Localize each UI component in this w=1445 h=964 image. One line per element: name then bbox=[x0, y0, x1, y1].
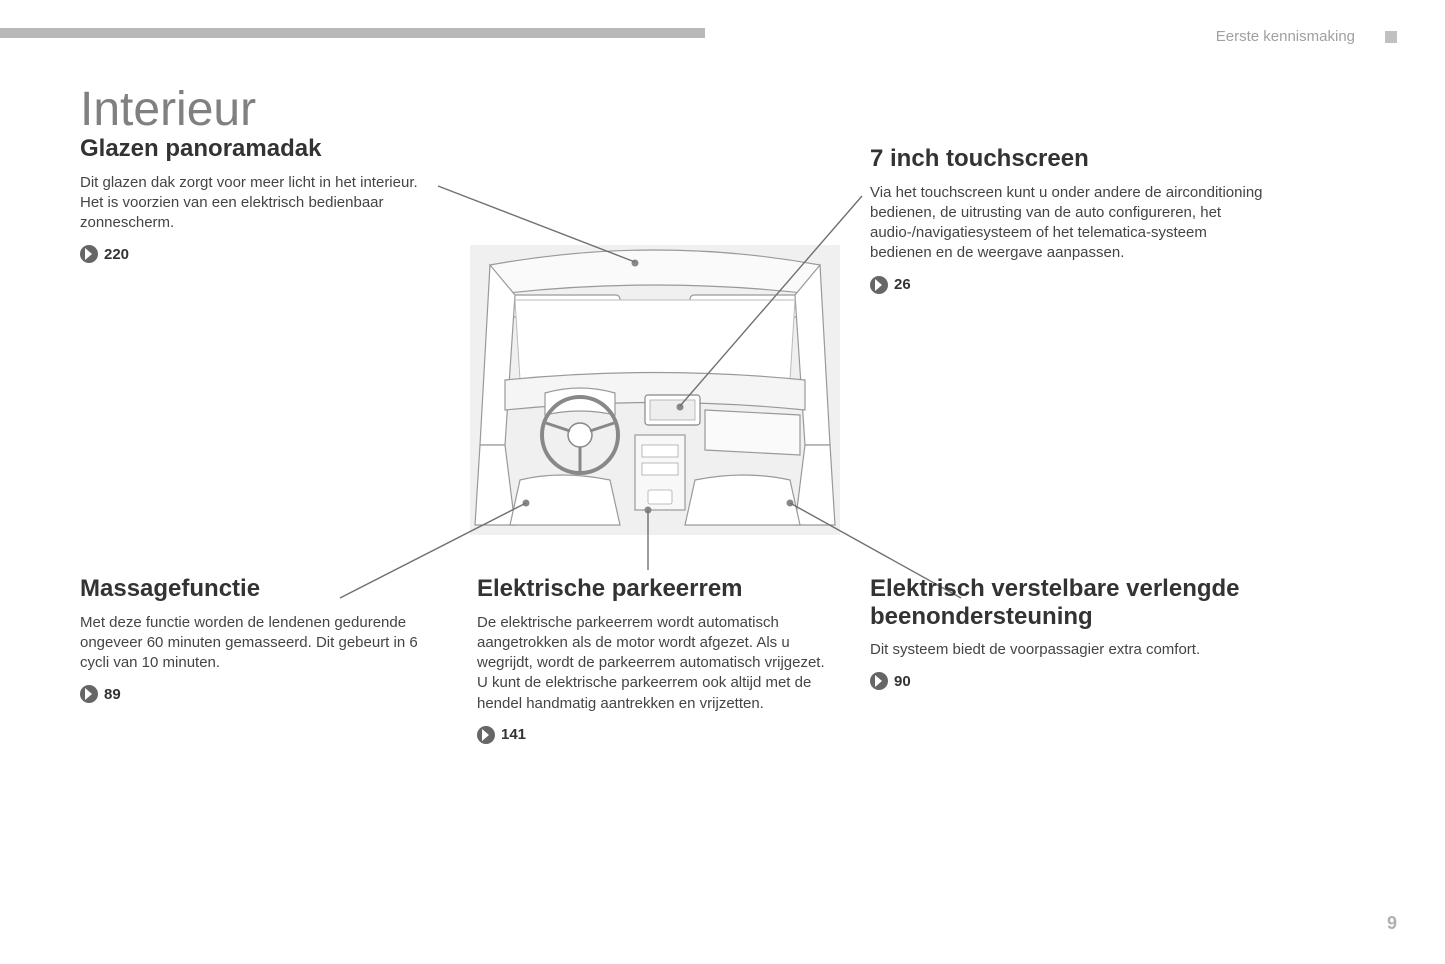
section-heading: Glazen panoramadak bbox=[80, 135, 430, 163]
section-heading: Elektrisch verstelbare verlengde beenond… bbox=[870, 575, 1270, 630]
section-heading: Elektrische parkeerrem bbox=[477, 575, 842, 603]
section-touchscreen: 7 inch touchscreen Via het touchscreen k… bbox=[870, 145, 1270, 294]
page-reference[interactable]: 89 bbox=[80, 685, 440, 703]
page-title: Interieur bbox=[80, 82, 256, 137]
page-reference[interactable]: 220 bbox=[80, 245, 430, 263]
page-ref-icon bbox=[870, 276, 888, 294]
dashboard-illustration bbox=[470, 245, 840, 535]
page-reference[interactable]: 141 bbox=[477, 726, 842, 744]
section-body: Dit systeem biedt de voorpassagier extra… bbox=[870, 640, 1270, 660]
page-number: 9 bbox=[1387, 913, 1397, 934]
section-body: Via het touchscreen kunt u onder andere … bbox=[870, 183, 1270, 264]
page-reference[interactable]: 26 bbox=[870, 276, 1270, 294]
section-body: Dit glazen dak zorgt voor meer licht in … bbox=[80, 173, 430, 234]
page-reference[interactable]: 90 bbox=[870, 672, 1270, 690]
section-massagefunctie: Massagefunctie Met deze functie worden d… bbox=[80, 575, 440, 703]
section-parkeerrem: Elektrische parkeerrem De elektrische pa… bbox=[477, 575, 842, 744]
section-beenondersteuning: Elektrisch verstelbare verlengde beenond… bbox=[870, 575, 1270, 690]
section-body: Met deze functie worden de lendenen gedu… bbox=[80, 613, 440, 674]
section-heading: Massagefunctie bbox=[80, 575, 440, 603]
page-ref-icon bbox=[870, 672, 888, 690]
section-panoramadak: Glazen panoramadak Dit glazen dak zorgt … bbox=[80, 135, 430, 263]
breadcrumb-text: Eerste kennismaking bbox=[1216, 28, 1355, 45]
header-square-icon bbox=[1385, 31, 1397, 43]
header-breadcrumb: Eerste kennismaking bbox=[1216, 28, 1397, 45]
page-ref-number: 26 bbox=[894, 276, 911, 293]
page-ref-number: 141 bbox=[501, 726, 526, 743]
page-ref-icon bbox=[80, 685, 98, 703]
section-heading: 7 inch touchscreen bbox=[870, 145, 1270, 173]
top-accent-bar bbox=[0, 28, 705, 38]
page-ref-icon bbox=[477, 726, 495, 744]
page-ref-icon bbox=[80, 245, 98, 263]
page-ref-number: 90 bbox=[894, 673, 911, 690]
page-ref-number: 89 bbox=[104, 686, 121, 703]
section-body: De elektrische parkeerrem wordt automati… bbox=[477, 613, 842, 714]
page-ref-number: 220 bbox=[104, 246, 129, 263]
